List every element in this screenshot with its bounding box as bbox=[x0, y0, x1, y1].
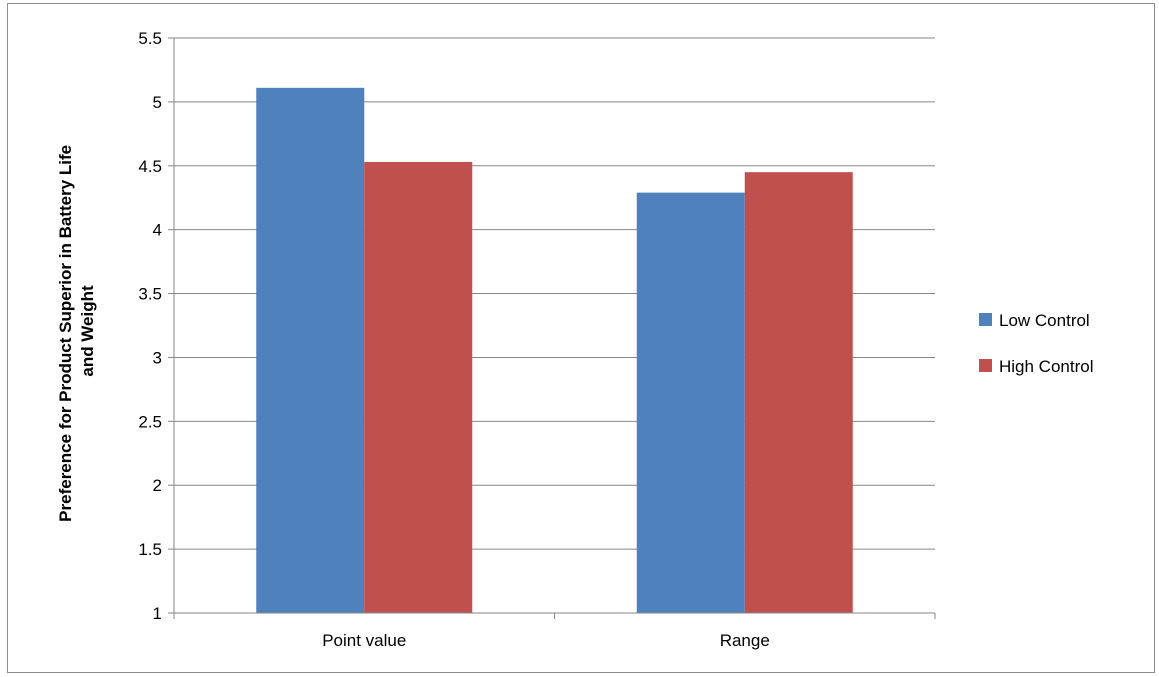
y-tick-labels: 1 1.5 2 2.5 3 3.5 4 4.5 5 5.5 bbox=[138, 29, 162, 623]
y-tick-label: 2.5 bbox=[138, 412, 162, 431]
y-tick-label: 5.5 bbox=[138, 29, 162, 48]
y-tick-label: 4.5 bbox=[138, 157, 162, 176]
y-tick-label: 1 bbox=[153, 604, 162, 623]
legend-label: Low Control bbox=[999, 311, 1090, 330]
y-tick-label: 3.5 bbox=[138, 285, 162, 304]
bar-high-control-range bbox=[744, 172, 853, 613]
x-tick-label: Point value bbox=[322, 631, 406, 650]
axes bbox=[168, 37, 936, 619]
x-tick-labels: Point value Range bbox=[322, 631, 770, 650]
bar-low-control-range bbox=[636, 192, 745, 613]
y-tick-label: 4 bbox=[153, 221, 162, 240]
y-axis-title: Preference for Product Superior in Batte… bbox=[56, 140, 97, 522]
x-tick-label: Range bbox=[720, 631, 770, 650]
y-tick-label: 3 bbox=[153, 348, 162, 367]
legend: Low Control High Control bbox=[979, 311, 1094, 376]
bars bbox=[256, 87, 853, 614]
legend-swatch bbox=[979, 359, 992, 372]
y-tick-label: 2 bbox=[153, 476, 162, 495]
y-tick-label: 1.5 bbox=[138, 540, 162, 559]
y-tick-label: 5 bbox=[153, 93, 162, 112]
chart-frame bbox=[7, 3, 1155, 673]
legend-label: High Control bbox=[999, 357, 1094, 376]
bar-high-control-point-value bbox=[364, 161, 473, 613]
y-axis-title-line-1: Preference for Product Superior in Batte… bbox=[56, 145, 75, 522]
legend-swatch bbox=[979, 313, 992, 326]
bar-low-control-point-value bbox=[256, 87, 365, 614]
y-axis-title-line-2: and Weight bbox=[78, 285, 97, 377]
